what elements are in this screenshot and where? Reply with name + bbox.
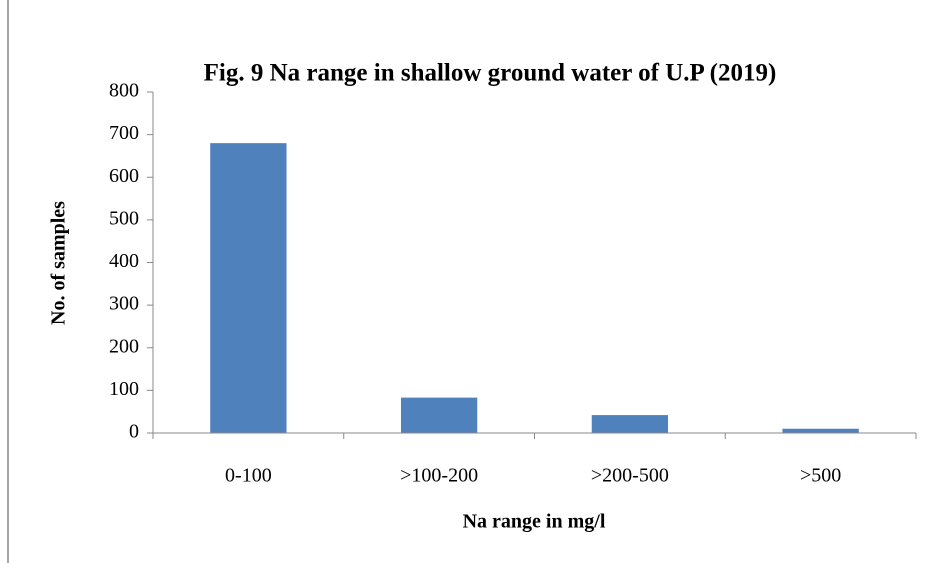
chart-title: Fig. 9 Na range in shallow ground water …: [204, 60, 777, 87]
bar: [782, 428, 859, 433]
y-tick-label: 600: [109, 165, 139, 187]
y-tick-label: 500: [109, 207, 139, 229]
y-tick-label: 700: [109, 122, 139, 144]
y-tick-label: 200: [109, 335, 139, 357]
y-tick-label: 400: [109, 250, 139, 272]
bar: [210, 143, 287, 433]
y-tick-label: 800: [109, 80, 139, 102]
x-tick-label: >500: [800, 465, 841, 487]
x-tick-label: >200-500: [591, 465, 669, 487]
y-tick-label: 0: [129, 421, 139, 443]
y-axis-title: No. of samples: [48, 201, 70, 325]
bar: [591, 415, 669, 433]
y-tick-label: 100: [109, 378, 139, 400]
bar: [400, 397, 478, 433]
x-tick-label: 0-100: [225, 465, 272, 487]
x-axis-title: Na range in mg/l: [463, 511, 606, 533]
y-tick-label: 300: [109, 293, 139, 315]
x-tick-label: >100-200: [400, 465, 478, 487]
